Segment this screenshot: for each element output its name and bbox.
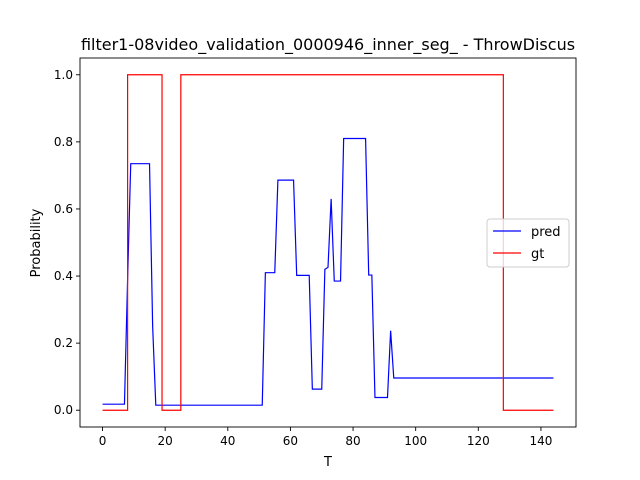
- x-tick-label: 60: [283, 434, 298, 448]
- legend: pred gt: [486, 218, 570, 268]
- x-tick-label: 40: [220, 434, 235, 448]
- x-tick-label: 20: [158, 434, 173, 448]
- y-tick-label: 0.6: [54, 202, 73, 216]
- series-line-pred: [102, 137, 554, 406]
- x-tick-label: 140: [529, 434, 552, 448]
- legend-label-pred: pred: [531, 225, 561, 240]
- y-tick-label: 0.2: [54, 336, 73, 350]
- plot-area: 0 20 40 60 80 100 120 140 0.0 0.2 0.4 0.6 0.8 1.0: [54, 57, 577, 448]
- x-tick-label: 100: [404, 434, 427, 448]
- x-tick-label: 80: [345, 434, 360, 448]
- y-tick-label: 1.0: [54, 68, 73, 82]
- chart-title: filter1-08video_validation_0000946_inner…: [81, 35, 575, 55]
- axes-frame: [79, 57, 577, 428]
- x-axis-label: T: [323, 455, 332, 470]
- y-tick-label: 0.8: [54, 135, 73, 149]
- y-axis-label: Probability: [29, 208, 44, 277]
- y-tick-label: 0.0: [54, 403, 73, 417]
- x-tick-label: 120: [467, 434, 490, 448]
- x-tick-label: 0: [99, 434, 107, 448]
- y-tick-label: 0.4: [54, 269, 73, 283]
- legend-label-gt: gt: [531, 247, 544, 262]
